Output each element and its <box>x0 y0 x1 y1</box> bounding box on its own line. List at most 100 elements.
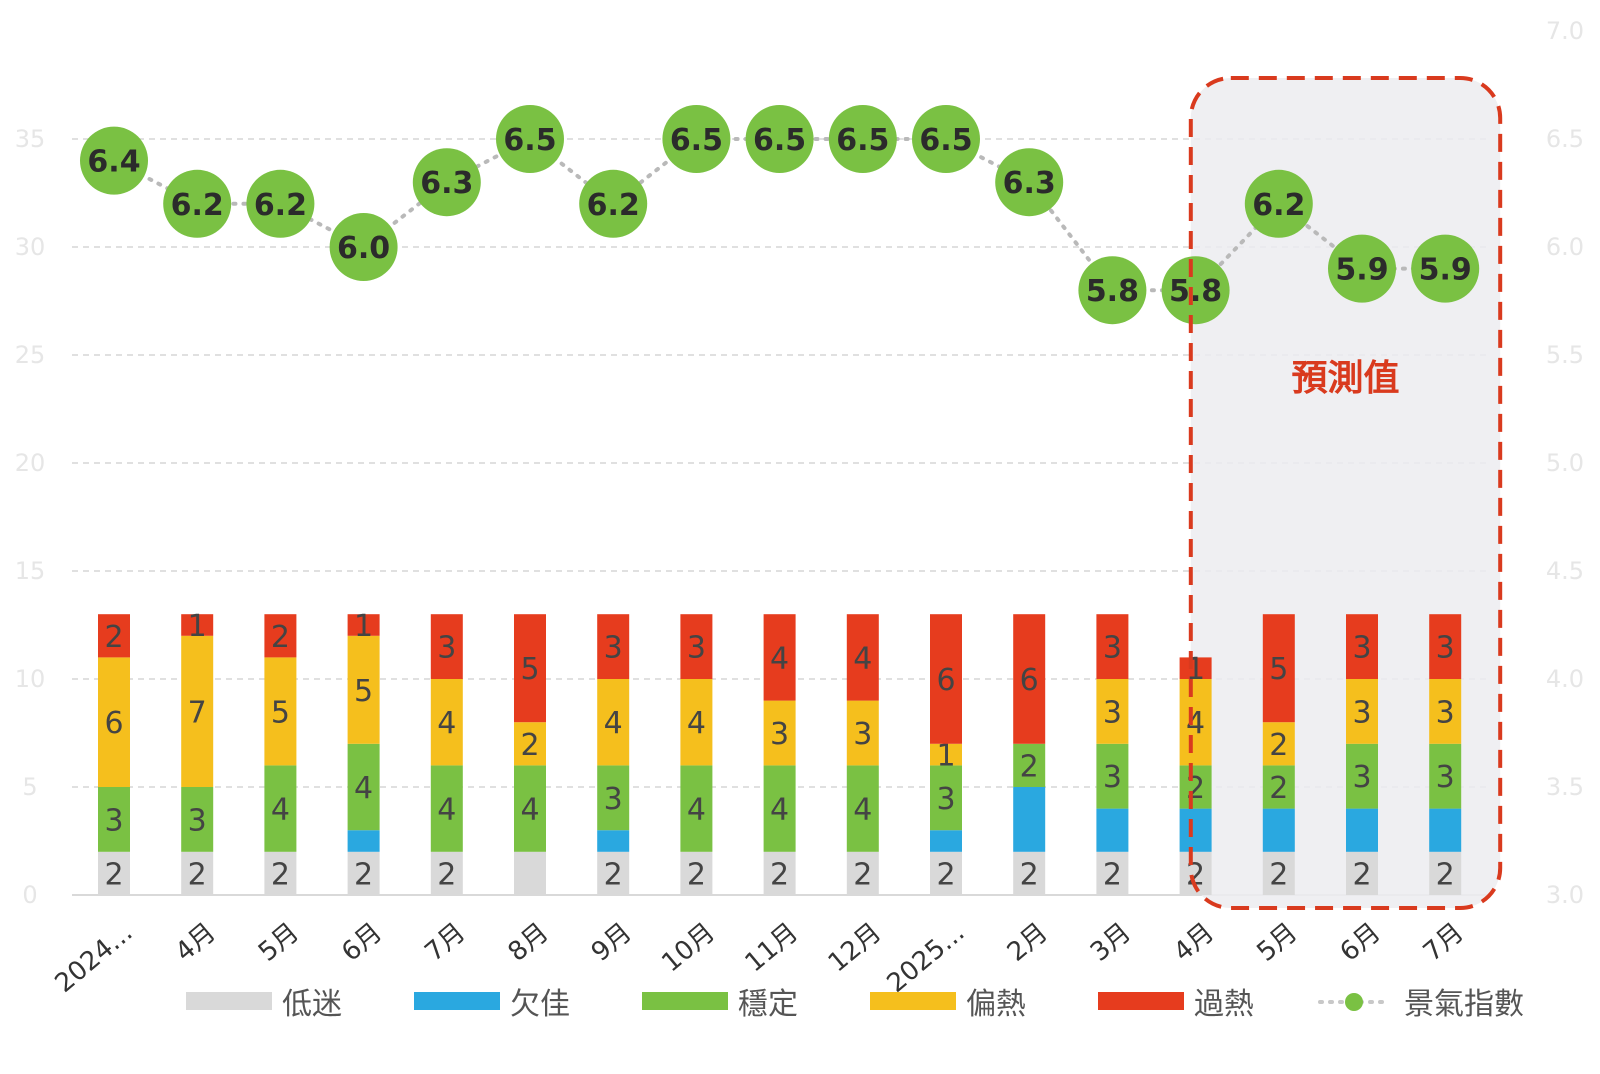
bar-value-label: 2 <box>1186 857 1205 892</box>
category-label: 5月 <box>253 917 305 967</box>
bar-segment-過熱 <box>846 614 879 701</box>
bar-value-label: 2 <box>687 857 706 892</box>
bar-segment-穩定 <box>597 765 630 831</box>
bar-segment-欠佳 <box>1013 787 1046 852</box>
index-value-label: 6.3 <box>420 166 473 201</box>
index-value-label: 6.2 <box>171 188 224 223</box>
index-point <box>995 148 1064 217</box>
bar-segment-低迷 <box>680 851 713 895</box>
bar-value-label: 3 <box>604 631 623 666</box>
bar-value-label: 5 <box>520 652 539 687</box>
bar-segment-穩定 <box>1429 743 1462 809</box>
bar-value-label: 2 <box>1269 857 1288 892</box>
category-label: 7月 <box>1418 917 1470 967</box>
legend-label: 景氣指數 <box>1404 987 1524 1022</box>
bar-value-label: 3 <box>104 803 123 838</box>
index-point <box>745 105 814 173</box>
index-line: 6.4 6.2 6.2 6.0 6.3 6.5 6.2 6.5 6.5 6.5 6.5 6.3 5.8 5… <box>80 105 1480 325</box>
index-point <box>412 148 481 217</box>
bar-segment-欠佳 <box>597 830 630 852</box>
bar-segment-偏熱 <box>597 679 630 766</box>
bar-value-label: 6 <box>936 663 955 698</box>
index-value-label: 5.9 <box>1335 253 1388 288</box>
bar-value-label: 3 <box>604 782 623 817</box>
category-label: 9月 <box>586 917 638 967</box>
index-point <box>329 213 398 281</box>
bar-segment-低迷 <box>1429 851 1462 895</box>
y-tick-right: 6.0 <box>1546 233 1584 261</box>
index-value-label: 6.2 <box>587 188 640 223</box>
bar-segment-穩定 <box>430 765 463 852</box>
bar-value-label: 2 <box>770 857 789 892</box>
index-point <box>1244 169 1313 238</box>
bar-segment-欠佳 <box>1262 808 1295 852</box>
bar-segment-偏熱 <box>1096 679 1129 744</box>
bar-value-label: 3 <box>770 717 789 752</box>
bar-value-label: 4 <box>687 793 706 828</box>
index-value-label: 6.5 <box>836 123 889 158</box>
category-label: 4月 <box>1168 917 1220 967</box>
bar-segment-穩定 <box>1096 743 1129 809</box>
bar-segment-過熱 <box>1179 657 1212 679</box>
bar-value-label: 2 <box>1103 857 1122 892</box>
index-value-label: 6.5 <box>753 123 806 158</box>
bar-value-label: 4 <box>437 706 456 741</box>
bar-value-label: 3 <box>853 717 872 752</box>
bar-value-label: 7 <box>188 695 207 730</box>
bar-segment-穩定 <box>347 743 380 831</box>
index-value-label: 5.8 <box>1169 274 1222 309</box>
forecast-border <box>1188 76 1503 910</box>
y-tick-right: 4.0 <box>1546 665 1584 693</box>
bar-value-label: 4 <box>853 641 872 676</box>
bar-value-label: 4 <box>770 641 789 676</box>
bar-value-label: 5 <box>271 695 290 730</box>
bar-segment-欠佳 <box>1179 808 1212 852</box>
bar-segment-過熱 <box>98 614 130 658</box>
bar-segment-偏熱 <box>846 700 879 766</box>
y-tick-right: 4.5 <box>1546 557 1584 585</box>
bar-value-label: 1 <box>354 609 373 644</box>
bar-segment-低迷 <box>347 851 380 895</box>
category-label: 2025... <box>882 917 971 998</box>
bar-segment-穩定 <box>680 765 713 852</box>
index-point <box>1161 256 1230 325</box>
y-tick-left: 5 <box>22 773 37 801</box>
index-value-label: 5.8 <box>1086 274 1139 309</box>
stacked-bars: 2 3 6 2 2 3 7 1 2 4 5 2 2 4 5 1 2 4 4 3 4 2 5 2 3 4 3 2 4 4 3 2 4 3 4 2 4 3 4 2… <box>98 609 1462 895</box>
legend-point-sample <box>1345 993 1363 1011</box>
bar-value-label: 4 <box>687 706 706 741</box>
bar-segment-低迷 <box>1262 851 1295 895</box>
index-point <box>828 105 897 173</box>
bar-value-label: 4 <box>354 771 373 806</box>
bar-segment-低迷 <box>1096 851 1129 895</box>
bar-value-label: 2 <box>936 857 955 892</box>
forecast-box: 預測值 <box>1188 76 1503 910</box>
legend-label: 低迷 <box>282 987 342 1022</box>
bar-segment-過熱 <box>930 614 962 744</box>
bar-value-label: 2 <box>1020 749 1039 784</box>
category-label: 11月 <box>740 917 805 978</box>
category-label: 5月 <box>1251 917 1303 967</box>
bar-segment-過熱 <box>1013 614 1046 744</box>
bar-segment-穩定 <box>98 787 130 852</box>
bar-value-label: 2 <box>1269 771 1288 806</box>
index-value-label: 6.2 <box>254 188 307 223</box>
bar-segment-偏熱 <box>347 635 380 744</box>
y-tick-right: 7.0 <box>1546 17 1584 45</box>
legend-swatch-低迷 <box>186 992 272 1010</box>
forecast-label: 預測值 <box>1291 358 1399 399</box>
bar-segment-低迷 <box>1346 851 1378 895</box>
bar-segment-穩定 <box>514 765 546 852</box>
bar-segment-過熱 <box>181 614 214 636</box>
index-point <box>80 126 148 195</box>
index-value-label: 6.5 <box>503 123 556 158</box>
bar-value-label: 2 <box>604 857 623 892</box>
bar-value-label: 2 <box>354 857 373 892</box>
category-label: 2月 <box>1002 917 1054 967</box>
bar-value-label: 3 <box>437 631 456 666</box>
bar-value-label: 2 <box>1436 857 1455 892</box>
category-label: 2024... <box>50 917 139 998</box>
bar-segment-穩定 <box>1346 743 1378 809</box>
y-tick-left: 35 <box>15 125 46 153</box>
bar-segment-穩定 <box>763 765 796 852</box>
